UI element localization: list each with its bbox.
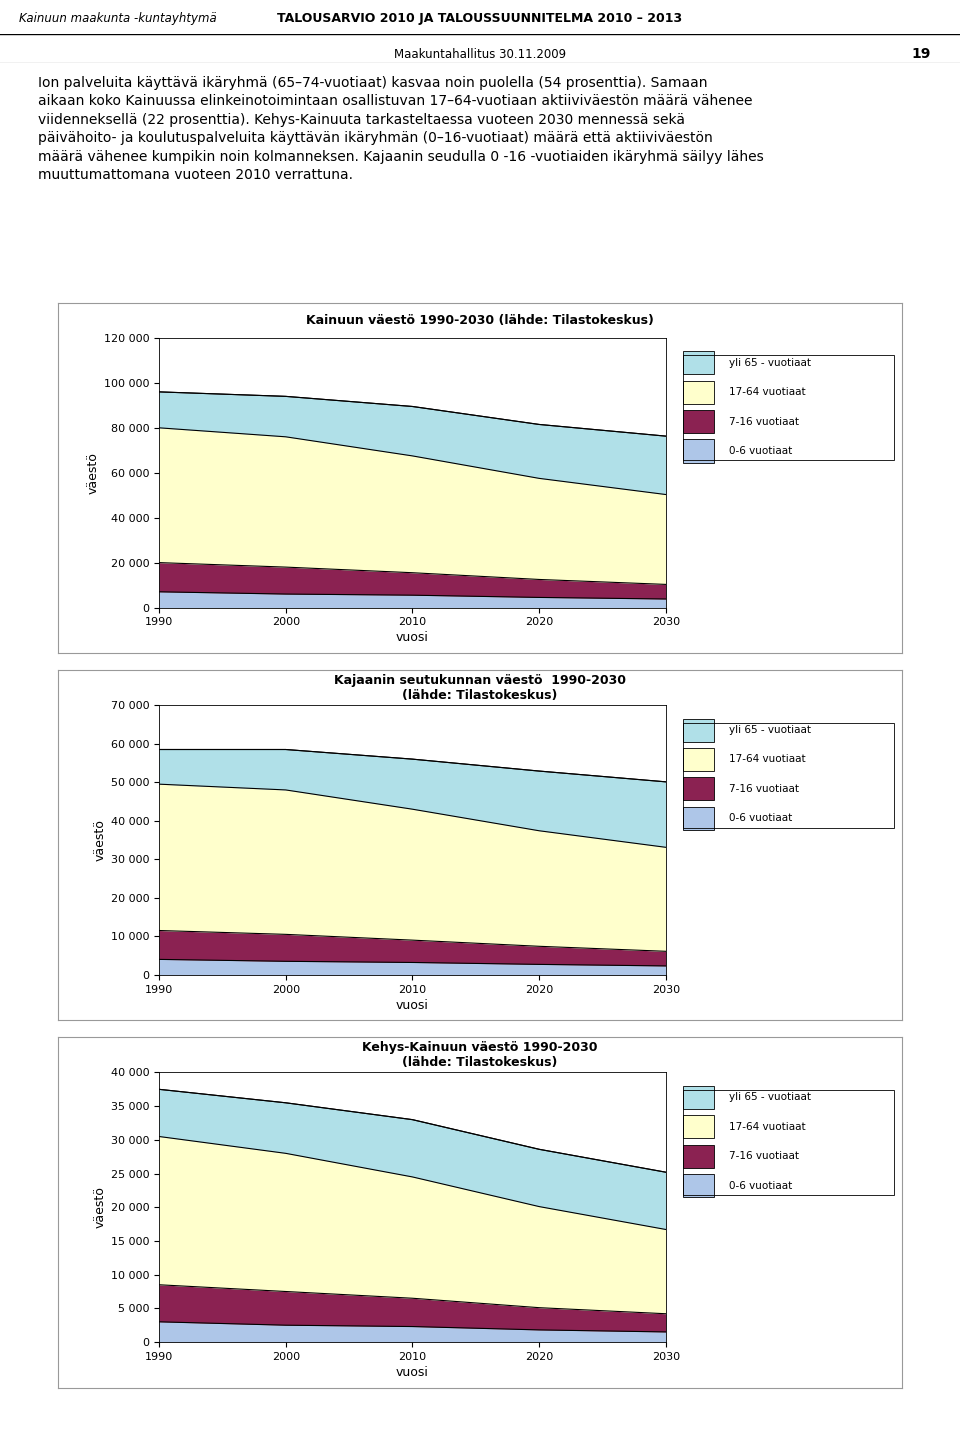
Text: Kajaanin seutukunnan väestö  1990-2030
(lähde: Tilastokeskus): Kajaanin seutukunnan väestö 1990-2030 (l…: [334, 673, 626, 702]
FancyBboxPatch shape: [683, 1175, 714, 1198]
Text: 7-16 vuotiaat: 7-16 vuotiaat: [730, 785, 800, 795]
Text: Maakuntahallitus 30.11.2009: Maakuntahallitus 30.11.2009: [394, 47, 566, 61]
Text: yli 65 - vuotiaat: yli 65 - vuotiaat: [730, 1092, 811, 1102]
FancyBboxPatch shape: [683, 719, 714, 742]
Text: Kainuun väestö 1990-2030 (lähde: Tilastokeskus): Kainuun väestö 1990-2030 (lähde: Tilasto…: [306, 314, 654, 327]
X-axis label: vuosi: vuosi: [396, 1366, 429, 1379]
Text: Ion palveluita käyttävä ikäryhmä (65–74-vuotiaat) kasvaa noin puolella (54 prose: Ion palveluita käyttävä ikäryhmä (65–74-…: [38, 76, 764, 181]
FancyBboxPatch shape: [683, 777, 714, 800]
Text: 17-64 vuotiaat: 17-64 vuotiaat: [730, 1122, 805, 1132]
FancyBboxPatch shape: [683, 352, 714, 374]
Text: Kainuun maakunta -kuntayhtymä: Kainuun maakunta -kuntayhtymä: [19, 11, 217, 26]
FancyBboxPatch shape: [683, 1145, 714, 1167]
FancyBboxPatch shape: [683, 807, 714, 830]
FancyBboxPatch shape: [683, 1115, 714, 1139]
Text: 0-6 vuotiaat: 0-6 vuotiaat: [730, 813, 792, 823]
Text: Kehys-Kainuun väestö 1990-2030
(lähde: Tilastokeskus): Kehys-Kainuun väestö 1990-2030 (lähde: T…: [362, 1040, 598, 1069]
Y-axis label: väestö: väestö: [93, 819, 107, 860]
FancyBboxPatch shape: [683, 1086, 714, 1109]
Text: 0-6 vuotiaat: 0-6 vuotiaat: [730, 446, 792, 456]
Y-axis label: väestö: väestö: [93, 1186, 107, 1228]
Text: TALOUSARVIO 2010 JA TALOUSSUUNNITELMA 2010 – 2013: TALOUSARVIO 2010 JA TALOUSSUUNNITELMA 20…: [277, 11, 683, 26]
FancyBboxPatch shape: [683, 410, 714, 433]
Text: 17-64 vuotiaat: 17-64 vuotiaat: [730, 755, 805, 765]
Text: 7-16 vuotiaat: 7-16 vuotiaat: [730, 417, 800, 427]
Text: 17-64 vuotiaat: 17-64 vuotiaat: [730, 387, 805, 397]
Text: yli 65 - vuotiaat: yli 65 - vuotiaat: [730, 357, 811, 367]
FancyBboxPatch shape: [683, 380, 714, 404]
FancyBboxPatch shape: [683, 747, 714, 772]
Text: 0-6 vuotiaat: 0-6 vuotiaat: [730, 1180, 792, 1190]
FancyBboxPatch shape: [683, 440, 714, 463]
Text: 7-16 vuotiaat: 7-16 vuotiaat: [730, 1152, 800, 1162]
X-axis label: vuosi: vuosi: [396, 632, 429, 644]
X-axis label: vuosi: vuosi: [396, 999, 429, 1012]
Text: 19: 19: [912, 47, 931, 61]
Text: yli 65 - vuotiaat: yli 65 - vuotiaat: [730, 725, 811, 735]
Y-axis label: väestö: väestö: [86, 452, 100, 493]
